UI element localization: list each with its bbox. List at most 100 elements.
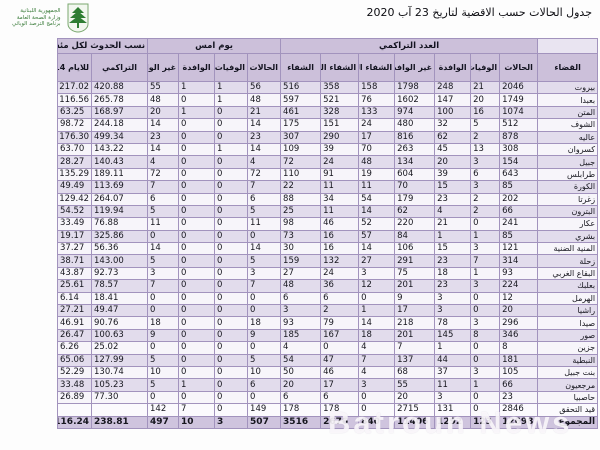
value-cell: 11 — [358, 180, 396, 194]
value-cell: 151 — [320, 118, 360, 132]
district-cell: بعبدا — [537, 93, 599, 107]
value-cell: 11406 — [394, 415, 436, 429]
district-cell: جزين — [537, 341, 599, 355]
value-cell: 0 — [178, 353, 216, 368]
col-non-imported: غير الوافدة — [394, 53, 436, 82]
value-cell: 56.36 — [91, 242, 149, 256]
col-yesterday-cases: الحالات — [247, 53, 282, 82]
value-cell: 307 — [280, 130, 322, 144]
table-body: بيروت 2046 21 248 1798 158 358 516 56 1 1 55 420.88 2… — [56, 80, 599, 429]
value-cell: 11 — [247, 217, 282, 231]
value-cell: 116.56 — [56, 93, 93, 107]
value-cell: 91 — [320, 167, 360, 182]
value-cell: 149 — [247, 403, 282, 417]
value-cell: 8 — [470, 328, 501, 343]
district-cell: صيدا — [537, 316, 599, 330]
value-cell: 8 — [499, 341, 539, 355]
ministry-line-2: وزارة الصحة العامة — [16, 14, 61, 21]
value-cell: 4 — [147, 155, 180, 169]
value-cell: 0 — [247, 291, 282, 306]
table-row: بيروت 2046 21 248 1798 158 358 516 56 1 1 55 420.88 2… — [56, 80, 599, 95]
district-cell: النبطية — [537, 353, 599, 368]
value-cell: 27 — [280, 266, 322, 281]
value-cell: 0 — [320, 341, 360, 355]
value-cell: 314 — [499, 254, 539, 268]
value-cell: 129.42 — [56, 192, 93, 206]
value-cell: 0 — [178, 118, 216, 132]
value-cell: 27.21 — [56, 304, 93, 318]
district-cell: طرابلس — [537, 167, 599, 182]
value-cell: 0 — [214, 167, 249, 182]
value-cell: 5 — [147, 353, 180, 368]
value-cell: 224 — [499, 279, 539, 293]
value-cell: 57 — [358, 229, 396, 244]
value-cell: 14 — [358, 204, 396, 219]
value-cell: 0 — [470, 353, 501, 368]
value-cell: 143.00 — [91, 254, 149, 268]
value-cell: 1 — [470, 266, 501, 281]
value-cell: 52 — [358, 217, 396, 231]
value-cell: 604 — [394, 167, 436, 182]
value-cell: 14 — [147, 142, 180, 157]
value-cell: 85 — [499, 229, 539, 244]
table-row: بشري 85 1 1 84 57 16 73 0 0 0 0 325.86 19.17 — [56, 229, 599, 244]
value-cell: 46.91 — [56, 316, 93, 330]
col-recovery: الشفاء — [280, 53, 322, 82]
value-cell: 7 — [247, 279, 282, 293]
value-cell: 7 — [358, 353, 396, 368]
value-cell: 20 — [394, 390, 436, 405]
value-cell: 0 — [178, 155, 216, 169]
value-cell: 63.70 — [56, 142, 93, 157]
value-cell: 14 — [358, 242, 396, 256]
value-cell: 33.49 — [56, 217, 93, 231]
value-cell: 201 — [394, 328, 436, 343]
value-cell: 24 — [320, 155, 360, 169]
value-cell: 106 — [394, 242, 436, 256]
value-cell: 14 — [147, 118, 180, 132]
value-cell: 73 — [280, 229, 322, 244]
district-cell: عكار — [537, 217, 599, 231]
district-cell: زغرتا — [537, 192, 599, 206]
value-cell: 20 — [280, 378, 322, 392]
value-cell: 497 — [147, 415, 180, 429]
value-cell: 13 — [470, 142, 501, 157]
value-cell: 189.11 — [91, 167, 149, 182]
value-cell: 18 — [247, 316, 282, 330]
value-cell: 179 — [394, 192, 436, 206]
value-cell: 308 — [499, 142, 539, 157]
value-cell: 0 — [214, 204, 249, 219]
district-cell: المتن — [537, 105, 599, 120]
table-row: عكار 241 0 21 220 52 46 98 11 0 0 11 76.88 33.49 — [56, 217, 599, 231]
value-cell: 507 — [247, 415, 282, 429]
district-cell: بعلبك — [537, 279, 599, 293]
value-cell: 1 — [434, 229, 472, 244]
value-cell: 145 — [434, 328, 472, 343]
value-cell: 3 — [280, 304, 322, 318]
value-cell: 0 — [178, 266, 216, 281]
table-row: كسروان 308 13 45 263 70 39 109 14 1 0 14 143.22 63.70 — [56, 142, 599, 157]
value-cell: 14 — [247, 242, 282, 256]
value-cell: 0 — [214, 291, 249, 306]
value-cell: 39 — [434, 167, 472, 182]
value-cell: 0 — [147, 229, 180, 244]
value-cell: 143.22 — [91, 142, 149, 157]
group-yesterday: يوم امس — [147, 38, 282, 54]
value-cell: 0 — [178, 365, 216, 380]
value-cell: 36 — [320, 279, 360, 293]
value-cell: 2 — [470, 192, 501, 206]
value-cell: 202 — [499, 192, 539, 206]
value-cell: 0 — [214, 378, 249, 392]
value-cell: 137 — [394, 353, 436, 368]
value-cell: 48 — [147, 93, 180, 107]
value-cell: 78.57 — [91, 279, 149, 293]
district-cell: قيد التحقق — [537, 403, 599, 417]
value-cell: 84 — [394, 229, 436, 244]
table-row: عاليه 878 2 62 816 17 290 307 23 0 0 23 499.34 176.30 — [56, 130, 599, 144]
value-cell: 4 — [247, 155, 282, 169]
value-cell: 20 — [499, 304, 539, 318]
value-cell: 0 — [178, 167, 216, 182]
value-cell: 25.02 — [91, 341, 149, 355]
value-cell: 113.69 — [91, 180, 149, 194]
value-cell: 46 — [320, 365, 360, 380]
value-cell: 0 — [178, 291, 216, 306]
